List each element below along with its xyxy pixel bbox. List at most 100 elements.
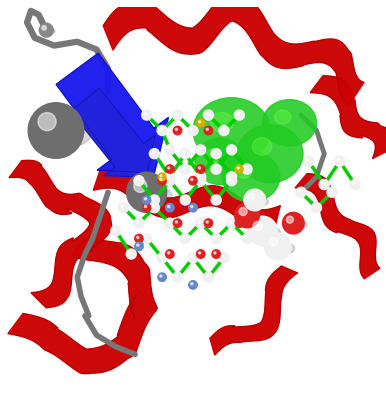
Ellipse shape xyxy=(203,272,213,282)
Ellipse shape xyxy=(229,174,232,177)
Ellipse shape xyxy=(227,176,237,186)
Ellipse shape xyxy=(213,151,216,154)
Ellipse shape xyxy=(206,128,208,130)
Ellipse shape xyxy=(183,151,185,154)
Ellipse shape xyxy=(262,100,317,146)
Ellipse shape xyxy=(206,274,208,277)
Ellipse shape xyxy=(198,252,201,254)
Ellipse shape xyxy=(269,238,278,246)
Ellipse shape xyxy=(221,255,224,258)
Ellipse shape xyxy=(198,167,201,169)
Ellipse shape xyxy=(136,178,139,180)
Ellipse shape xyxy=(235,165,243,173)
Ellipse shape xyxy=(213,197,216,200)
Ellipse shape xyxy=(180,195,190,205)
Ellipse shape xyxy=(165,176,175,186)
Ellipse shape xyxy=(329,190,332,192)
Ellipse shape xyxy=(235,163,252,178)
Ellipse shape xyxy=(322,182,324,184)
Ellipse shape xyxy=(319,180,329,190)
Polygon shape xyxy=(295,174,380,279)
Ellipse shape xyxy=(160,275,162,277)
Polygon shape xyxy=(71,88,155,177)
Ellipse shape xyxy=(196,250,205,258)
Polygon shape xyxy=(310,76,386,158)
Ellipse shape xyxy=(165,145,175,155)
Ellipse shape xyxy=(119,203,129,213)
Ellipse shape xyxy=(158,173,166,181)
Ellipse shape xyxy=(166,250,174,258)
Ellipse shape xyxy=(144,236,147,238)
Ellipse shape xyxy=(149,203,159,213)
Ellipse shape xyxy=(152,197,154,200)
Ellipse shape xyxy=(327,187,337,197)
Polygon shape xyxy=(56,53,168,173)
Ellipse shape xyxy=(149,149,159,159)
Ellipse shape xyxy=(149,195,159,205)
Ellipse shape xyxy=(211,195,221,205)
Ellipse shape xyxy=(195,138,245,184)
Ellipse shape xyxy=(312,203,322,213)
Ellipse shape xyxy=(175,112,178,115)
Ellipse shape xyxy=(264,233,291,260)
Ellipse shape xyxy=(235,211,262,224)
Ellipse shape xyxy=(197,119,205,127)
Ellipse shape xyxy=(191,206,193,208)
Ellipse shape xyxy=(211,234,221,244)
Ellipse shape xyxy=(134,218,144,228)
Ellipse shape xyxy=(167,178,170,180)
Ellipse shape xyxy=(144,112,147,115)
Ellipse shape xyxy=(237,112,239,115)
Ellipse shape xyxy=(190,128,193,130)
Ellipse shape xyxy=(219,253,229,263)
Ellipse shape xyxy=(167,174,170,177)
Ellipse shape xyxy=(196,218,206,228)
Ellipse shape xyxy=(136,220,139,223)
Ellipse shape xyxy=(158,176,166,185)
Ellipse shape xyxy=(135,242,143,250)
Ellipse shape xyxy=(168,206,170,208)
Ellipse shape xyxy=(113,228,116,231)
Ellipse shape xyxy=(227,145,237,155)
Ellipse shape xyxy=(183,166,185,169)
Ellipse shape xyxy=(168,252,170,254)
Ellipse shape xyxy=(173,110,183,120)
Ellipse shape xyxy=(235,219,244,228)
Ellipse shape xyxy=(191,178,193,180)
Ellipse shape xyxy=(214,252,216,254)
Ellipse shape xyxy=(283,212,304,234)
Ellipse shape xyxy=(39,23,53,37)
Ellipse shape xyxy=(335,156,345,166)
Ellipse shape xyxy=(175,274,178,277)
Ellipse shape xyxy=(265,242,295,255)
Ellipse shape xyxy=(144,206,147,208)
Ellipse shape xyxy=(229,220,232,223)
Ellipse shape xyxy=(173,219,182,228)
Ellipse shape xyxy=(244,196,268,207)
Ellipse shape xyxy=(210,112,234,132)
Ellipse shape xyxy=(134,176,144,186)
Ellipse shape xyxy=(160,178,162,180)
Ellipse shape xyxy=(211,149,221,159)
Ellipse shape xyxy=(40,28,55,35)
Ellipse shape xyxy=(196,145,206,155)
Ellipse shape xyxy=(167,147,170,150)
Ellipse shape xyxy=(237,221,239,223)
Ellipse shape xyxy=(237,125,303,183)
Ellipse shape xyxy=(189,204,197,212)
Ellipse shape xyxy=(158,273,166,282)
Ellipse shape xyxy=(126,249,136,259)
Ellipse shape xyxy=(248,193,255,200)
Ellipse shape xyxy=(213,166,216,169)
Ellipse shape xyxy=(183,236,185,238)
Ellipse shape xyxy=(198,220,201,223)
Polygon shape xyxy=(93,169,280,229)
Ellipse shape xyxy=(30,121,91,148)
Ellipse shape xyxy=(212,250,220,258)
Ellipse shape xyxy=(137,244,139,246)
Ellipse shape xyxy=(221,128,224,130)
Ellipse shape xyxy=(283,219,307,230)
Ellipse shape xyxy=(352,182,355,184)
Ellipse shape xyxy=(173,126,182,135)
Ellipse shape xyxy=(196,172,206,182)
